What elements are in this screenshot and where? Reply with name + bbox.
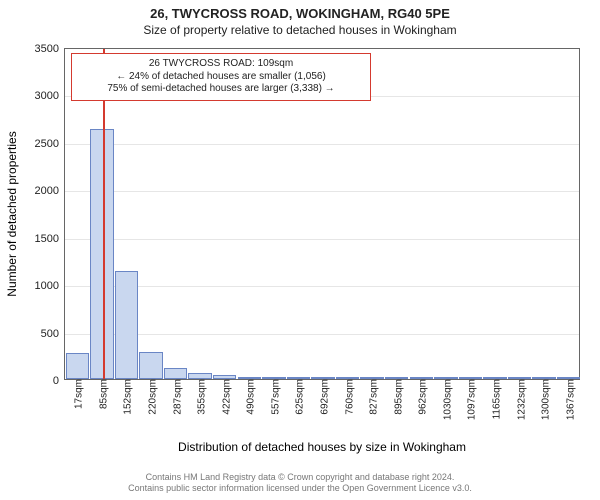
x-tick-label: 1232sqm	[512, 379, 527, 420]
x-tick-label: 692sqm	[316, 379, 331, 415]
info-box-line3: 75% of semi-detached houses are larger (…	[76, 83, 366, 96]
chart-title-line2: Size of property relative to detached ho…	[0, 21, 600, 37]
x-tick-label: 962sqm	[414, 379, 429, 415]
y-tick-label: 3500	[35, 43, 65, 55]
x-tick-label: 287sqm	[168, 379, 183, 415]
x-tick-label: 152sqm	[119, 379, 134, 415]
x-tick-label: 1030sqm	[438, 379, 453, 420]
histogram-bar	[139, 352, 162, 379]
y-tick-label: 0	[53, 375, 65, 387]
chart-container: 26, TWYCROSS ROAD, WOKINGHAM, RG40 5PE S…	[0, 0, 600, 500]
info-box-line1: 26 TWYCROSS ROAD: 109sqm	[76, 58, 366, 71]
y-tick-label: 500	[41, 328, 65, 340]
x-tick-label: 220sqm	[144, 379, 159, 415]
info-box-line2: ← 24% of detached houses are smaller (1,…	[76, 71, 366, 84]
x-tick-label: 490sqm	[242, 379, 257, 415]
gridline	[65, 191, 579, 192]
histogram-bar	[164, 368, 187, 379]
plot-area: 050010001500200025003000350017sqm85sqm15…	[64, 48, 580, 380]
histogram-bar	[115, 271, 138, 379]
chart-title-line1: 26, TWYCROSS ROAD, WOKINGHAM, RG40 5PE	[0, 0, 600, 21]
footer: Contains HM Land Registry data © Crown c…	[0, 472, 600, 495]
footer-line2: Contains public sector information licen…	[0, 483, 600, 494]
info-box: 26 TWYCROSS ROAD: 109sqm ← 24% of detach…	[71, 53, 371, 101]
y-axis-label: Number of detached properties	[5, 131, 19, 296]
x-tick-label: 17sqm	[70, 379, 85, 409]
x-tick-label: 625sqm	[291, 379, 306, 415]
x-tick-label: 1165sqm	[488, 379, 503, 419]
histogram-bar	[90, 129, 113, 379]
x-tick-label: 1367sqm	[561, 379, 576, 420]
y-tick-label: 2000	[35, 185, 65, 197]
y-tick-label: 1500	[35, 233, 65, 245]
gridline	[65, 144, 579, 145]
y-tick-label: 2500	[35, 138, 65, 150]
gridline	[65, 239, 579, 240]
x-tick-label: 1097sqm	[463, 379, 478, 420]
x-tick-label: 1300sqm	[537, 379, 552, 420]
x-tick-label: 827sqm	[365, 379, 380, 415]
y-tick-label: 3000	[35, 90, 65, 102]
histogram-bar	[66, 353, 89, 379]
x-tick-label: 422sqm	[217, 379, 232, 415]
gridline	[65, 286, 579, 287]
y-tick-label: 1000	[35, 280, 65, 292]
x-tick-label: 895sqm	[389, 379, 404, 415]
x-tick-label: 760sqm	[340, 379, 355, 415]
x-tick-label: 355sqm	[193, 379, 208, 415]
x-tick-label: 85sqm	[94, 379, 109, 409]
x-tick-label: 557sqm	[266, 379, 281, 415]
gridline	[65, 334, 579, 335]
x-axis-label: Distribution of detached houses by size …	[178, 440, 466, 454]
footer-line1: Contains HM Land Registry data © Crown c…	[0, 472, 600, 483]
